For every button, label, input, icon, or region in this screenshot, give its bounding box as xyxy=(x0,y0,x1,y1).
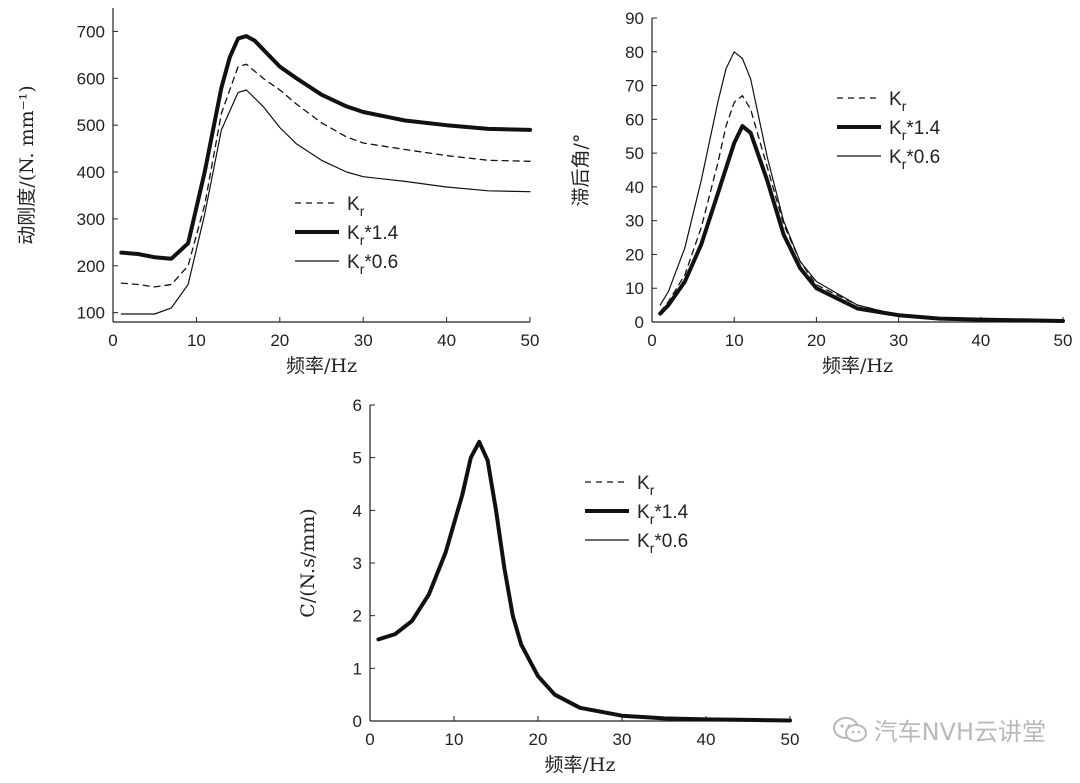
x-tick-label: 10 xyxy=(725,331,744,350)
legend-label: Kr xyxy=(637,473,655,498)
x-tick-label: 40 xyxy=(697,730,716,749)
series-line-kr14 xyxy=(658,124,1065,323)
legend-label: Kr*1.4 xyxy=(347,223,399,248)
x-axis-label: 频率/Hz xyxy=(545,754,616,776)
legend: Kr Kr*1.4 Kr*0.6 xyxy=(585,473,689,556)
chart-dynamic-stiffness-svg: 0 10 20 30 40 50 100 200 300 400 500 600 700 频率/Hz 动刚度… xyxy=(16,8,540,377)
series-line-kr06 xyxy=(377,441,791,722)
y-tick-label: 50 xyxy=(625,144,644,163)
legend: Kr Kr*1.4 Kr*0.6 xyxy=(837,89,941,172)
chart-damping-svg: 0 10 20 30 40 50 0 1 2 3 4 5 6 频率/Hz C/(N.s/mm) Kr Kr*1.… xyxy=(297,396,800,776)
chart-lag-angle-svg: 0 10 20 30 40 50 0 10 20 30 40 50 60 70 80 90 频率/Hz 滞后角/°… xyxy=(570,9,1073,377)
y-tick-label: 1 xyxy=(353,659,362,678)
y-tick-label: 6 xyxy=(353,396,362,415)
legend-label: Kr*1.4 xyxy=(889,118,941,143)
y-axis-label: 滞后角/° xyxy=(570,134,592,207)
x-tick-label: 50 xyxy=(521,331,540,350)
series-line-kr06 xyxy=(659,51,1064,322)
wechat-icon xyxy=(832,716,867,742)
series-line-kr xyxy=(120,63,531,288)
legend-label: Kr*1.4 xyxy=(637,502,689,527)
y-tick-label: 10 xyxy=(625,279,644,298)
y-tick-label: 600 xyxy=(77,69,105,88)
y-tick-label: 100 xyxy=(77,304,105,323)
x-tick-label: 20 xyxy=(529,730,548,749)
chart-dynamic-stiffness: 0 10 20 30 40 50 100 200 300 400 500 600 700 频率/Hz 动刚度… xyxy=(0,0,545,380)
y-tick-label: 2 xyxy=(353,607,362,626)
x-tick-label: 0 xyxy=(365,730,374,749)
y-tick-label: 20 xyxy=(625,245,644,264)
x-tick-label: 10 xyxy=(445,730,464,749)
y-tick-label: 90 xyxy=(625,9,644,28)
legend: Kr Kr*1.4 Kr*0.6 xyxy=(295,194,399,277)
x-tick-label: 40 xyxy=(971,331,990,350)
x-tick-label: 0 xyxy=(108,331,117,350)
x-tick-label: 40 xyxy=(437,331,456,350)
y-tick-label: 70 xyxy=(625,77,644,96)
series-line-kr06 xyxy=(120,89,531,315)
series-line-kr xyxy=(659,95,1064,322)
y-tick-label: 80 xyxy=(625,43,644,62)
x-tick-label: 30 xyxy=(354,331,373,350)
y-tick-label: 200 xyxy=(77,257,105,276)
y-tick-label: 40 xyxy=(625,178,644,197)
series-line-kr14 xyxy=(376,439,792,723)
x-tick-label: 20 xyxy=(807,331,826,350)
legend-label: Kr*0.6 xyxy=(637,531,688,556)
y-tick-label: 0 xyxy=(635,313,644,332)
y-tick-label: 700 xyxy=(77,22,105,41)
y-tick-label: 60 xyxy=(625,110,644,129)
legend-label: Kr xyxy=(889,89,907,114)
series-line-kr14 xyxy=(119,34,532,261)
y-tick-label: 30 xyxy=(625,212,644,231)
y-tick-label: 4 xyxy=(353,501,362,520)
x-tick-label: 0 xyxy=(647,331,656,350)
watermark: 汽车NVH云讲堂 xyxy=(832,712,1046,747)
x-tick-label: 30 xyxy=(889,331,908,350)
x-tick-label: 10 xyxy=(187,331,206,350)
chart-lag-angle: 0 10 20 30 40 50 0 10 20 30 40 50 60 70 80 90 频率/Hz 滞后角/°… xyxy=(545,0,1080,380)
legend-label: Kr*0.6 xyxy=(347,252,398,277)
y-axis-label: C/(N.s/mm) xyxy=(297,508,319,617)
x-axis-label: 频率/Hz xyxy=(822,355,893,377)
series-line-kr xyxy=(377,441,791,722)
watermark-text: 汽车NVH云讲堂 xyxy=(873,718,1046,746)
y-tick-label: 3 xyxy=(353,554,362,573)
y-tick-label: 0 xyxy=(353,712,362,731)
chart-damping: 0 10 20 30 40 50 0 1 2 3 4 5 6 频率/Hz C/(N.s/mm) Kr Kr*1.… xyxy=(280,385,810,783)
y-tick-label: 5 xyxy=(353,449,362,468)
y-tick-label: 300 xyxy=(77,210,105,229)
x-axis-label: 频率/Hz xyxy=(286,355,357,377)
x-tick-label: 30 xyxy=(613,730,632,749)
legend-label: Kr*0.6 xyxy=(889,147,940,172)
legend-label: Kr xyxy=(347,194,365,219)
x-tick-label: 20 xyxy=(270,331,289,350)
x-tick-label: 50 xyxy=(781,730,800,749)
y-tick-label: 500 xyxy=(77,116,105,135)
x-tick-label: 50 xyxy=(1054,331,1073,350)
y-axis-label: 动刚度/(N. mm⁻¹) xyxy=(16,85,38,244)
y-tick-label: 400 xyxy=(77,163,105,182)
